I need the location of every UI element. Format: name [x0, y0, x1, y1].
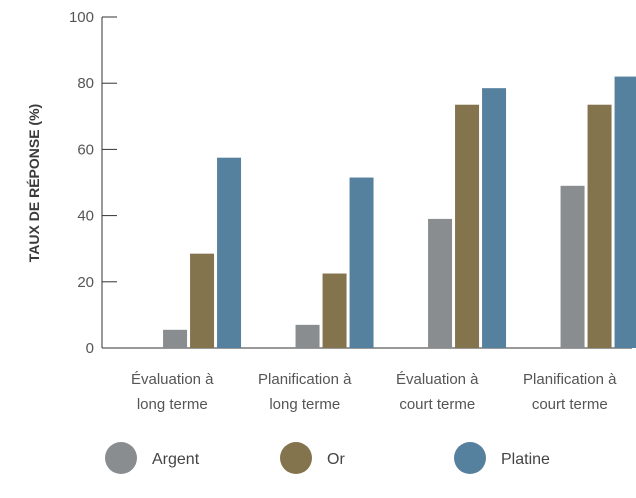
- x-category-label-1: Évaluation à long terme: [131, 371, 214, 413]
- x-category-label-4: Planification à court terme: [523, 371, 617, 413]
- y-tick-label-0: 0: [86, 340, 94, 357]
- y-tick-label-60: 60: [77, 141, 94, 158]
- legend: Argent Or Platine: [105, 442, 550, 474]
- y-axis-label: TAUX DE RÉPONSE (%): [26, 104, 42, 262]
- y-tick-label-40: 40: [77, 208, 94, 225]
- bar-argent-3: [428, 218, 453, 348]
- x-category-label-line: Planification à: [258, 371, 352, 388]
- legend-label-platine: Platine: [501, 451, 550, 468]
- bar-or-2: [322, 273, 347, 348]
- y-tick-label-20: 20: [77, 274, 94, 291]
- legend-marker-argent: [105, 442, 137, 474]
- bar-platine-3: [482, 88, 507, 348]
- legend-label-or: Or: [327, 451, 345, 468]
- legend-marker-platine: [454, 442, 486, 474]
- legend-marker-or: [280, 442, 312, 474]
- x-category-label-line: Planification à: [523, 371, 617, 388]
- bar-or-4: [587, 104, 612, 348]
- x-category-label-line: court terme: [532, 396, 608, 413]
- y-tick-label-100: 100: [69, 9, 94, 26]
- bar-argent-1: [163, 329, 188, 348]
- bar-argent-4: [560, 185, 585, 348]
- x-category-label-line: court terme: [399, 396, 475, 413]
- bar-platine-4: [614, 76, 636, 348]
- x-category-label-3: Évaluation à court terme: [396, 371, 479, 413]
- bar-or-3: [455, 104, 480, 348]
- x-category-label-line: Évaluation à: [396, 371, 479, 388]
- x-category-label-2: Planification à long terme: [258, 371, 352, 413]
- bar-platine-2: [349, 177, 374, 348]
- bar-argent-2: [295, 324, 320, 348]
- bar-or-1: [190, 253, 215, 348]
- bar-platine-1: [217, 157, 242, 348]
- x-category-label-line: long terme: [269, 396, 340, 413]
- y-tick-label-80: 80: [77, 75, 94, 92]
- x-category-label-line: Évaluation à: [131, 371, 214, 388]
- x-category-label-line: long terme: [137, 396, 208, 413]
- legend-label-argent: Argent: [152, 451, 200, 468]
